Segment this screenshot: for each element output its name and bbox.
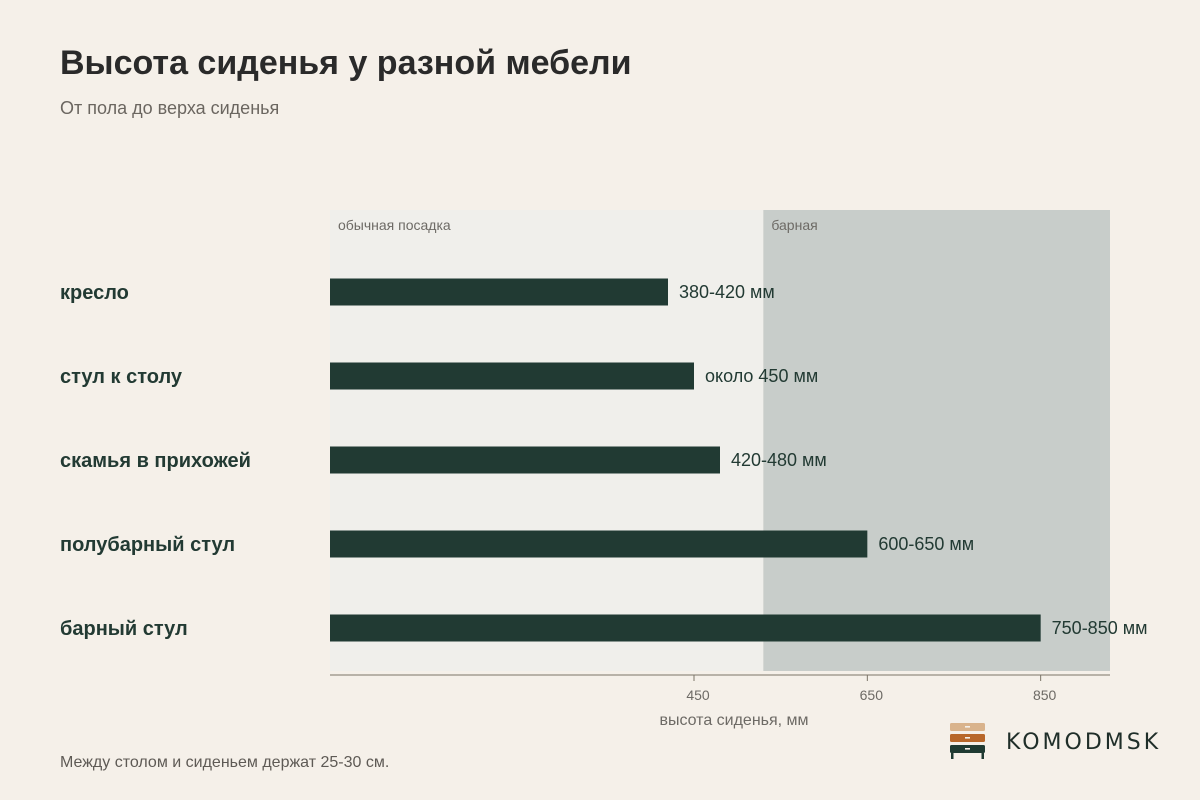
category-label: барный стул — [60, 618, 188, 640]
value-label: 600-650 мм — [878, 534, 974, 554]
footnote: Между столом и сиденьем держат 25-30 см. — [60, 754, 390, 771]
chart-subtitle: От пола до верха сиденья — [60, 98, 280, 118]
data-bar — [330, 278, 668, 306]
x-tick-label: 850 — [1033, 687, 1057, 703]
category-label: кресло — [60, 282, 129, 304]
data-bar — [330, 530, 868, 558]
zone-label: обычная посадка — [338, 217, 451, 233]
x-tick-label: 650 — [860, 687, 884, 703]
brand-logo: KOMODMSK — [950, 722, 1161, 762]
chart-title: Высота сиденья у разной мебели — [60, 44, 632, 82]
brand-name: KOMODMSK — [1006, 729, 1162, 755]
value-label: 420-480 мм — [731, 450, 827, 470]
x-tick-label: 450 — [686, 687, 710, 703]
category-label: стул к столу — [60, 366, 183, 388]
value-label: 380-420 мм — [679, 282, 775, 302]
zone-band — [763, 210, 1110, 671]
zone-label: барная — [771, 217, 817, 233]
category-label: скамья в прихожей — [60, 450, 251, 472]
value-label: около 450 мм — [705, 366, 818, 386]
data-bar — [330, 362, 694, 390]
x-axis-title: высота сиденья, мм — [659, 712, 808, 729]
dresser-logo-icon — [950, 723, 985, 759]
value-label: 750-850 мм — [1052, 618, 1148, 638]
category-label: полубарный стул — [60, 534, 235, 556]
data-bar — [330, 446, 720, 474]
data-bar — [330, 614, 1041, 642]
